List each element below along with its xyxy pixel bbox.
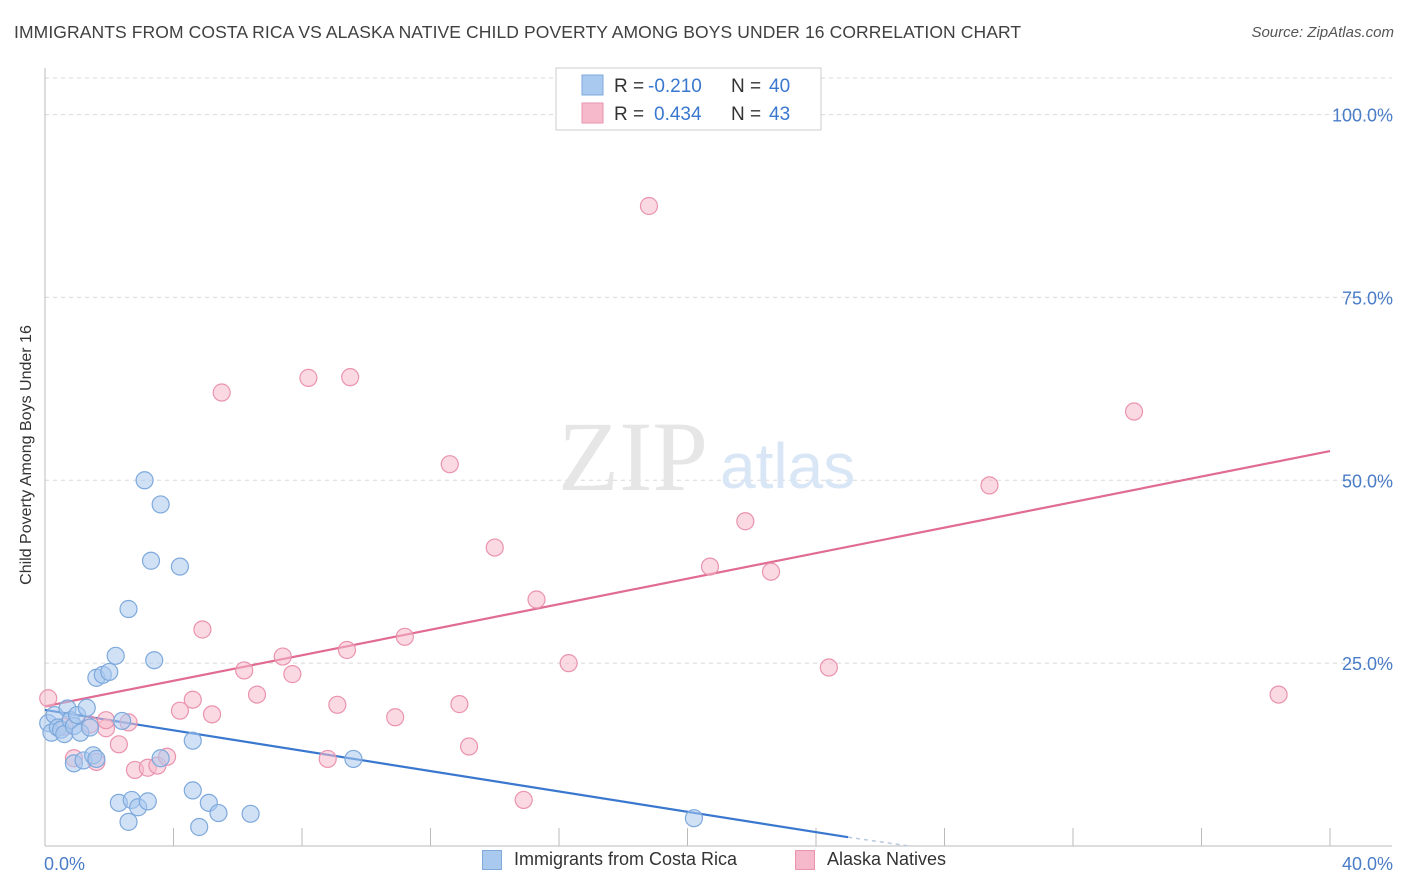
point-alaska-natives	[761, 562, 781, 581]
point-alaska-natives	[299, 368, 318, 387]
point-alaska-natives	[459, 737, 479, 756]
grid-lines	[45, 77, 1392, 664]
point-alaska-natives	[212, 383, 231, 402]
watermark-zip: ZIP	[558, 401, 708, 512]
point-costa-rica	[170, 557, 190, 576]
point-alaska-natives	[273, 647, 292, 666]
chart-title: IMMIGRANTS FROM COSTA RICA VS ALASKA NAT…	[14, 22, 1022, 42]
legend-blue-r-value: -0.210	[648, 76, 702, 97]
point-costa-rica	[141, 551, 161, 570]
point-alaska-natives	[514, 790, 533, 810]
series-legend: Immigrants from Costa Rica Alaska Native…	[0, 849, 1406, 879]
point-costa-rica	[87, 749, 106, 769]
data-points	[39, 196, 1288, 837]
point-alaska-natives	[109, 735, 128, 754]
point-costa-rica	[135, 471, 154, 490]
y-tick-label: 100.0%	[1332, 106, 1393, 126]
point-alaska-natives	[395, 627, 414, 646]
point-alaska-natives	[283, 665, 302, 684]
trend-line-alaska-natives	[44, 449, 1331, 708]
watermark-atlas: atlas	[720, 430, 855, 502]
point-alaska-natives	[700, 557, 720, 576]
point-alaska-natives	[235, 661, 254, 680]
y-tick-label: 50.0%	[1342, 471, 1393, 491]
x-tick-label-max: 40.0%	[1342, 854, 1393, 874]
point-alaska-natives	[202, 705, 222, 724]
legend-pink-r-value: 0.434	[654, 104, 702, 125]
x-tick-labels: 0.0% 40.0%	[44, 854, 1393, 874]
legend-item-costa-rica: Immigrants from Costa Rica	[482, 849, 737, 870]
y-tick-label: 75.0%	[1342, 288, 1393, 308]
axes	[44, 68, 1392, 847]
legend-swatch-alaska-natives	[795, 849, 815, 870]
point-costa-rica	[344, 749, 363, 769]
point-alaska-natives	[386, 708, 405, 727]
point-alaska-natives	[170, 701, 190, 720]
point-costa-rica	[151, 495, 170, 514]
point-alaska-natives	[980, 476, 999, 495]
point-costa-rica	[100, 662, 119, 682]
legend-blue-n-value: 40	[769, 76, 790, 97]
legend-blue-n-label: N =	[731, 76, 761, 97]
trend-line-costa-rica-extension	[848, 836, 910, 847]
point-alaska-natives	[183, 690, 202, 709]
legend-swatch-costa-rica	[482, 849, 502, 870]
point-costa-rica	[138, 792, 157, 811]
point-costa-rica	[77, 698, 96, 717]
trend-line-costa-rica	[44, 708, 849, 839]
point-alaska-natives	[1124, 402, 1144, 421]
y-tick-label: 25.0%	[1342, 654, 1393, 674]
legend-pink-r-label: R =	[614, 104, 644, 125]
point-alaska-natives	[39, 689, 58, 708]
source-label: Source: ZipAtlas.com	[1251, 24, 1394, 41]
point-alaska-natives	[450, 695, 469, 714]
legend-blue-r-label: R =	[614, 76, 644, 97]
legend-swatch-pink	[581, 102, 604, 124]
point-alaska-natives	[96, 711, 116, 730]
point-costa-rica	[151, 749, 170, 768]
trend-lines	[44, 449, 1331, 847]
point-costa-rica	[112, 711, 132, 731]
y-tick-labels: 100.0% 75.0% 50.0% 25.0%	[1332, 106, 1393, 675]
watermark: ZIP atlas	[558, 401, 855, 512]
point-alaska-natives	[247, 685, 267, 704]
correlation-legend: R = -0.210 N = 40 R = 0.434 N = 43	[555, 67, 822, 131]
point-costa-rica	[119, 812, 138, 831]
legend-label-alaska-natives: Alaska Natives	[827, 849, 947, 869]
point-costa-rica	[209, 803, 228, 823]
legend-pink-n-value: 43	[769, 104, 790, 125]
legend-pink-n-label: N =	[731, 104, 761, 125]
point-costa-rica	[684, 809, 704, 828]
point-alaska-natives	[318, 749, 337, 769]
point-costa-rica	[183, 731, 202, 750]
point-alaska-natives	[193, 620, 212, 639]
point-alaska-natives	[440, 455, 459, 474]
point-alaska-natives	[337, 640, 357, 660]
point-costa-rica	[106, 646, 125, 665]
point-alaska-natives	[559, 654, 578, 673]
point-costa-rica	[80, 718, 100, 737]
x-tick-label-min: 0.0%	[44, 854, 85, 874]
point-costa-rica	[241, 804, 260, 823]
point-alaska-natives	[1269, 685, 1288, 704]
point-alaska-natives	[328, 695, 347, 714]
legend-label-costa-rica: Immigrants from Costa Rica	[514, 849, 738, 869]
point-alaska-natives	[819, 658, 838, 677]
legend-swatch-blue	[581, 74, 604, 96]
point-alaska-natives	[527, 590, 546, 609]
point-costa-rica	[190, 817, 209, 837]
point-costa-rica	[183, 781, 202, 800]
point-alaska-natives	[341, 368, 360, 387]
point-costa-rica	[145, 651, 164, 670]
point-alaska-natives	[639, 196, 659, 216]
legend-item-alaska-natives: Alaska Natives	[795, 849, 946, 870]
point-costa-rica	[119, 599, 138, 619]
point-alaska-natives	[485, 538, 504, 557]
point-alaska-natives	[736, 512, 755, 531]
